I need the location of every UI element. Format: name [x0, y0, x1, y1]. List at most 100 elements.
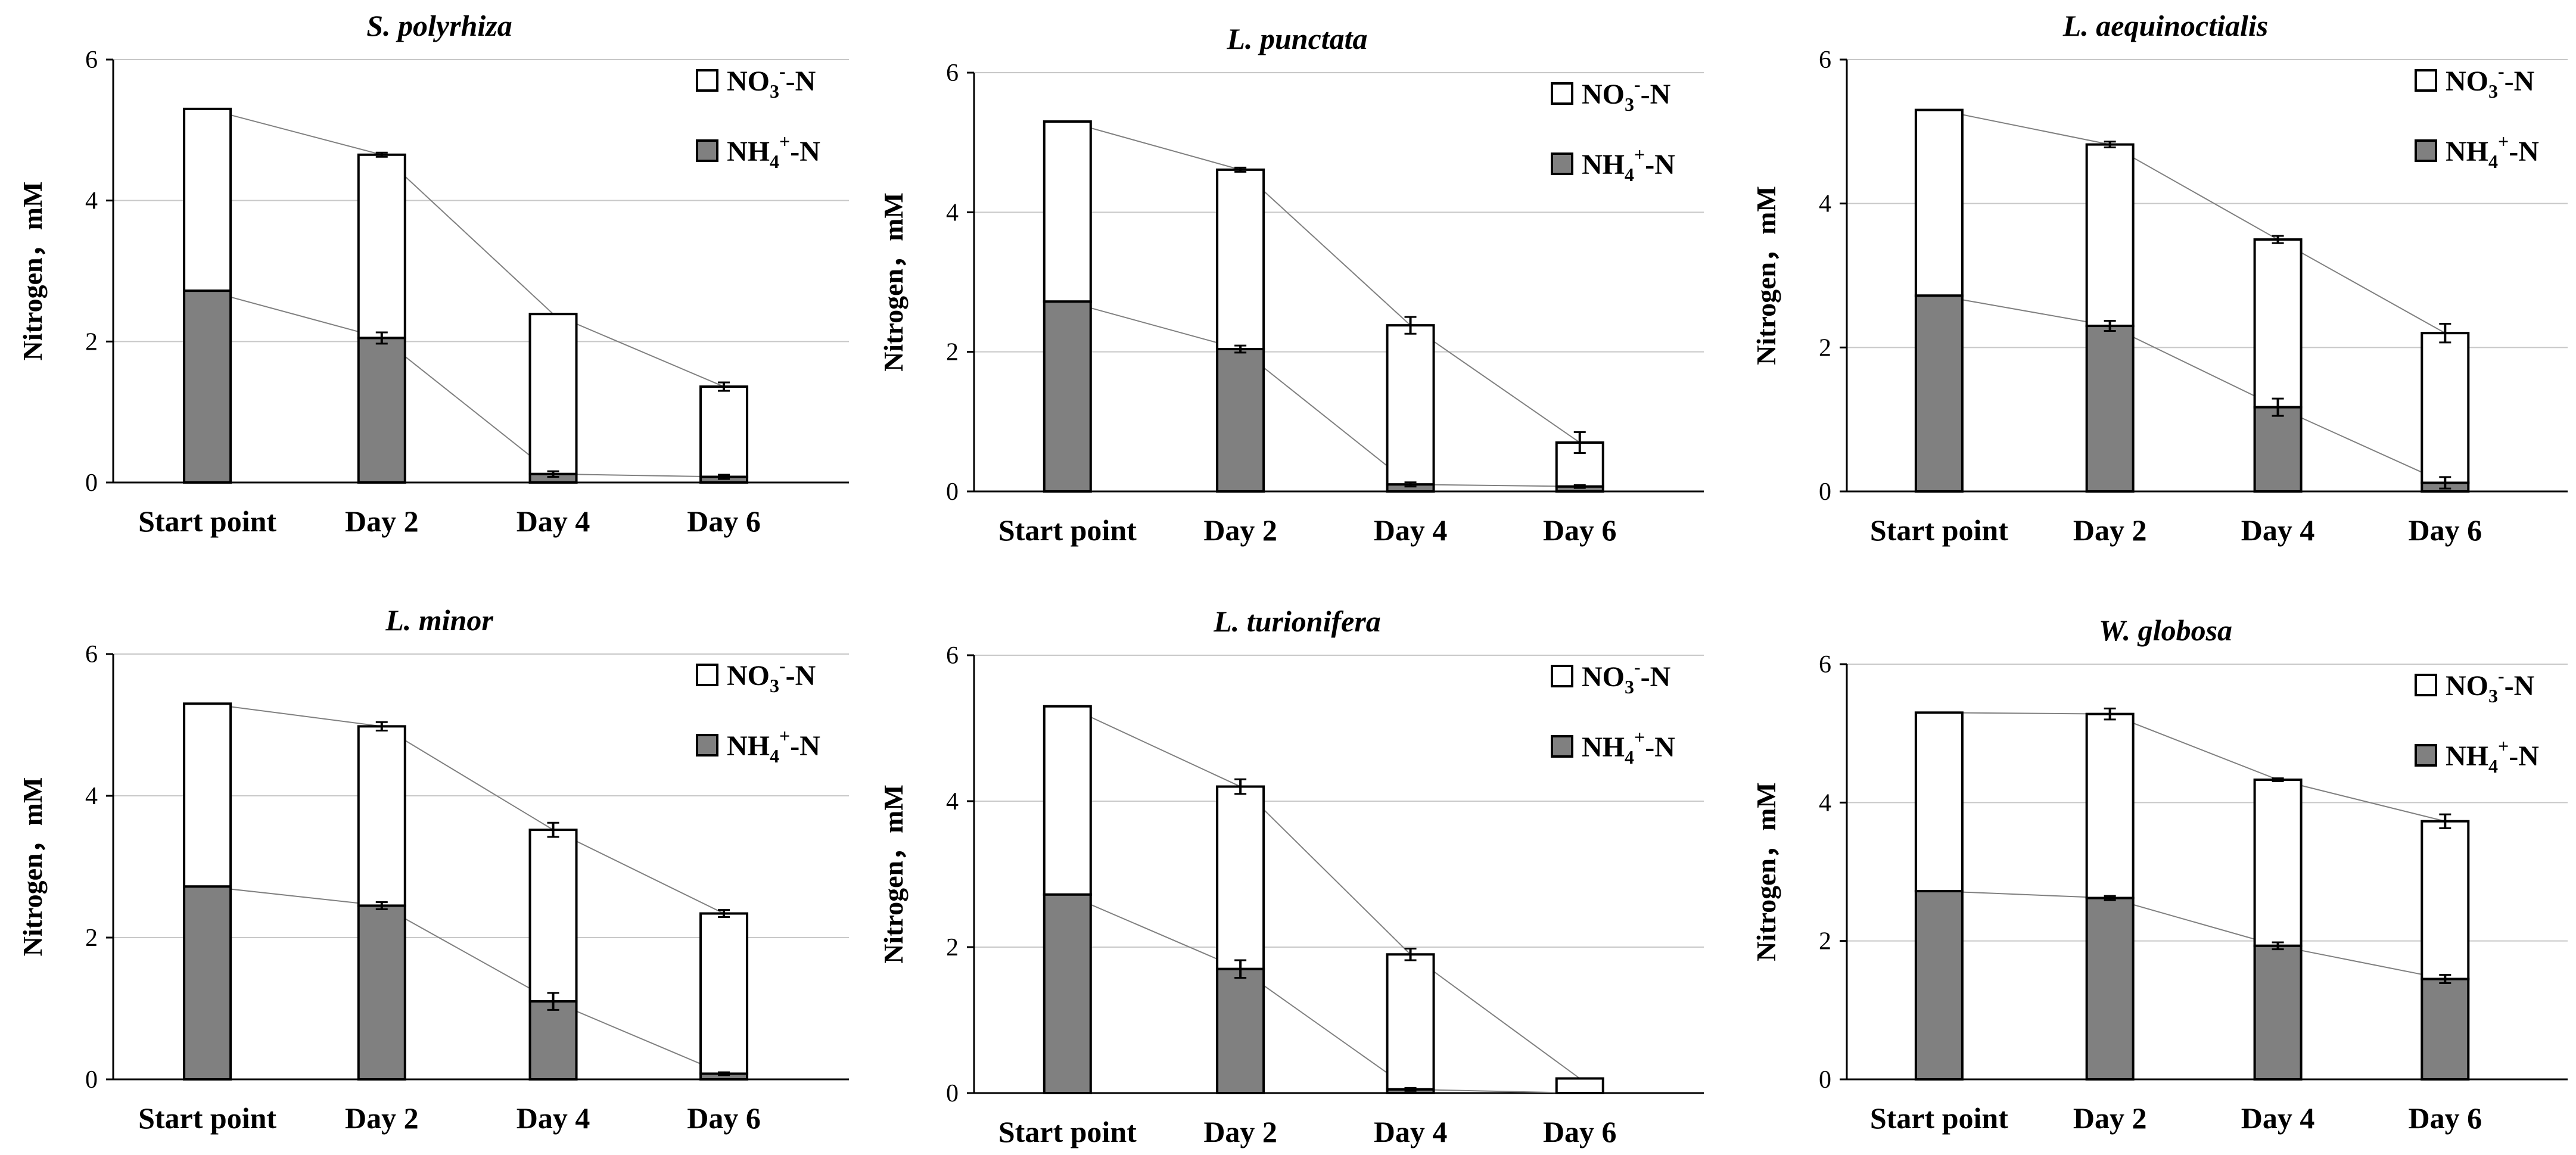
trend-line-total — [207, 108, 724, 387]
x-tick-label: Day 4 — [1374, 1115, 1448, 1148]
y-tick-label: 6 — [1819, 651, 1831, 678]
legend-swatch-no3 — [1551, 665, 1573, 687]
y-tick-label: 0 — [1819, 1066, 1831, 1094]
y-tick-label: 0 — [946, 478, 959, 506]
bar-no3 — [357, 153, 406, 340]
bar-nh4 — [1043, 893, 1092, 1095]
y-tick-label: 2 — [1819, 334, 1831, 362]
trend-line-total — [1067, 705, 1581, 1079]
x-tick-label: Start point — [138, 505, 276, 538]
legend-swatch-nh4 — [2415, 744, 2437, 767]
y-tick-label: 4 — [1819, 789, 1831, 817]
chart-panel: 0 2 4 6 Nitrogen，mM L. aequinoctialis Start po… — [1751, 9, 2568, 547]
x-tick-label: Day 2 — [2073, 513, 2147, 547]
chart-title: L. turionifera — [1213, 605, 1381, 638]
bar-no3 — [183, 702, 232, 888]
x-tick-label: Day 2 — [1203, 513, 1277, 547]
y-tick-label: 2 — [946, 934, 959, 961]
legend-swatch-nh4 — [696, 734, 718, 756]
chart-title: W. globosa — [2099, 614, 2232, 647]
trend-line-total — [1939, 712, 2446, 822]
chart-panel: 0 2 4 6 Nitrogen，mM S. polyrhiza Start point Da… — [17, 9, 849, 538]
legend-swatch-no3 — [696, 69, 718, 92]
trend-line-total — [1067, 121, 1581, 443]
y-tick-label: 2 — [1819, 928, 1831, 955]
chart-title: L. minor — [385, 603, 493, 637]
y-tick-label: 0 — [85, 1066, 98, 1094]
x-tick-label: Start point — [1870, 513, 2008, 547]
bar-nh4 — [1043, 300, 1092, 493]
bar-no3 — [699, 385, 749, 478]
chart-panel: 0 2 4 6 Nitrogen，mM L. minor Start point Day 2 D… — [17, 603, 849, 1135]
x-tick-label: Start point — [998, 1115, 1137, 1148]
y-tick-label: 0 — [85, 469, 98, 497]
x-tick-label: Day 4 — [517, 1101, 590, 1135]
bar-nh4 — [1216, 347, 1265, 493]
bar-no3 — [1216, 785, 1265, 970]
bar-no3 — [1386, 953, 1435, 1091]
legend-label-nh4: NH4+-N — [1582, 144, 1675, 185]
y-tick-label: 4 — [946, 788, 959, 815]
x-tick-label: Day 2 — [1203, 1115, 1277, 1148]
legend-label-nh4: NH4+-N — [1582, 726, 1675, 768]
y-axis-label: Nitrogen，mM — [1751, 782, 1781, 961]
legend-label-no3: NO3--N — [727, 655, 816, 696]
y-tick-label: 6 — [1819, 46, 1831, 74]
bar-no3 — [1043, 120, 1092, 303]
y-axis-label: Nitrogen，mM — [17, 182, 48, 361]
trend-line-nh4 — [1939, 295, 2446, 484]
legend-swatch-no3 — [2415, 674, 2437, 696]
legend-label-nh4: NH4+-N — [2446, 735, 2539, 777]
bar-no3 — [1386, 324, 1435, 486]
trend-line-nh4 — [1939, 891, 2446, 980]
legend-swatch-nh4 — [696, 139, 718, 162]
trend-line-nh4 — [1067, 301, 1580, 487]
bar-nh4 — [183, 289, 232, 484]
y-tick-label: 6 — [85, 46, 98, 74]
x-tick-label: Day 4 — [2241, 1101, 2315, 1135]
bar-no3 — [2085, 712, 2135, 899]
bar-no3 — [528, 829, 578, 1003]
y-tick-label: 4 — [1819, 191, 1831, 218]
bar-no3 — [1914, 711, 1964, 893]
x-tick-label: Day 6 — [1543, 1115, 1617, 1148]
chart-panel: 0 2 4 6 Nitrogen，mM W. globosa Start point Day … — [1751, 614, 2568, 1135]
chart-title: L. aequinoctialis — [2062, 9, 2268, 42]
bar-nh4 — [2253, 406, 2303, 493]
bar-no3 — [183, 107, 232, 292]
y-tick-label: 6 — [85, 641, 98, 668]
bar-nh4 — [2421, 977, 2470, 1081]
bar-nh4 — [357, 337, 406, 484]
chart-panel: 0 2 4 6 Nitrogen，mM L. turionifera Start point… — [878, 605, 1704, 1148]
x-tick-label: Day 4 — [1374, 513, 1448, 547]
legend-label-no3: NO3--N — [2446, 665, 2535, 706]
x-tick-label: Start point — [138, 1101, 276, 1135]
legend-label-no3: NO3--N — [2446, 60, 2535, 102]
legend-swatch-nh4 — [1551, 152, 1573, 175]
x-tick-label: Day 6 — [2408, 513, 2482, 547]
bar-nh4 — [1216, 967, 1265, 1094]
trend-line-total — [1939, 109, 2446, 334]
bar-no3 — [2085, 143, 2135, 328]
y-axis-label: Nitrogen，mM — [1751, 186, 1781, 365]
bar-nh4 — [2085, 325, 2135, 493]
y-tick-label: 6 — [946, 642, 959, 670]
trend-line-nh4 — [1067, 894, 1580, 1094]
y-tick-label: 4 — [85, 188, 98, 215]
bar-no3 — [2421, 332, 2470, 484]
bar-nh4 — [2253, 944, 2303, 1081]
bar-nh4 — [183, 885, 232, 1081]
bar-nh4 — [1914, 294, 1964, 493]
bar-nh4 — [528, 1000, 578, 1081]
bar-nh4 — [2085, 896, 2135, 1081]
bar-nh4 — [1914, 890, 1964, 1081]
y-tick-label: 2 — [946, 339, 959, 366]
bar-no3 — [1216, 168, 1265, 350]
bar-nh4 — [357, 904, 406, 1081]
x-tick-label: Day 6 — [2408, 1101, 2482, 1135]
y-axis-label: Nitrogen，mM — [878, 784, 909, 964]
x-tick-label: Start point — [1870, 1101, 2008, 1135]
legend-swatch-no3 — [2415, 69, 2437, 92]
bar-no3 — [2253, 778, 2303, 947]
legend-label-nh4: NH4+-N — [2446, 130, 2539, 172]
